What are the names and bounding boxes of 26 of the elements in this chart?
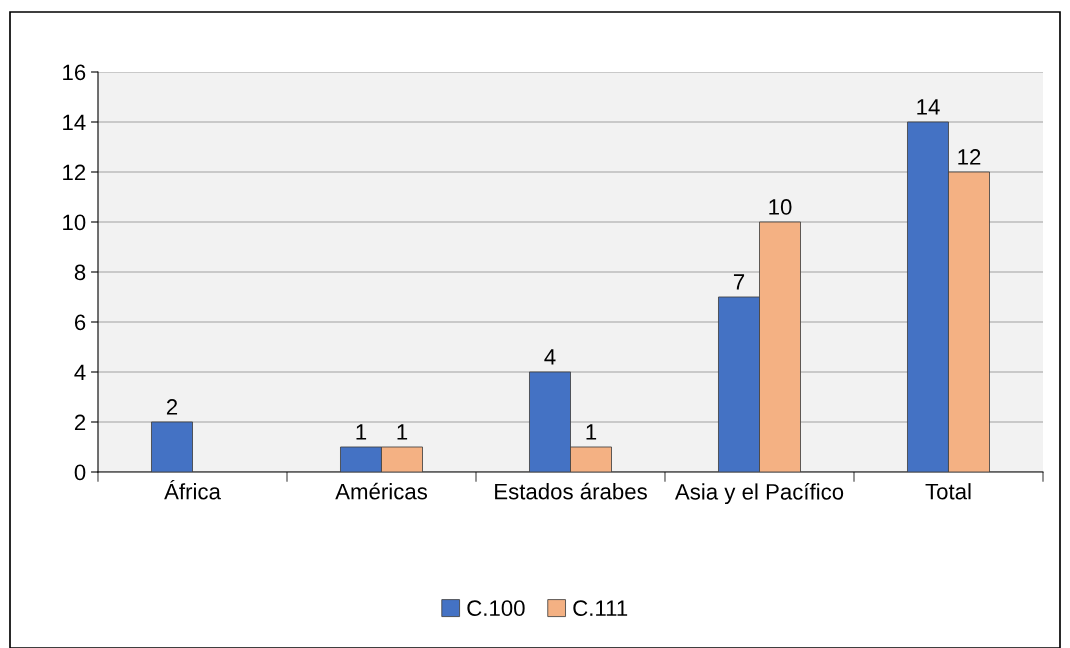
y-tick-label: 14 bbox=[63, 114, 86, 131]
y-tick-label: 16 bbox=[63, 64, 86, 81]
y-tick-label: 2 bbox=[74, 414, 86, 431]
x-tick-label: Asia y el Pacífico bbox=[674, 483, 844, 505]
legend-label: C.100 bbox=[467, 600, 525, 617]
y-tick-label: 6 bbox=[74, 314, 86, 331]
bar bbox=[151, 421, 193, 472]
y-tick-label: 10 bbox=[63, 214, 86, 231]
y-tick-label: 4 bbox=[74, 364, 86, 381]
data-label: 12 bbox=[958, 149, 981, 165]
y-tick-label: 8 bbox=[74, 264, 86, 281]
data-label: 1 bbox=[397, 424, 408, 440]
data-label: 1 bbox=[356, 424, 367, 440]
y-tick-label: 12 bbox=[63, 164, 86, 181]
data-label: 14 bbox=[917, 99, 940, 115]
data-label: 1 bbox=[586, 424, 597, 440]
data-label: 10 bbox=[769, 199, 792, 215]
x-tick-label: Estados árabes bbox=[495, 482, 647, 500]
data-label: 2 bbox=[166, 399, 178, 415]
legend-label: C.111 bbox=[573, 600, 628, 617]
x-tick-label: Total bbox=[925, 483, 971, 500]
x-tick-label: África bbox=[164, 479, 221, 500]
data-label: 7 bbox=[733, 274, 745, 290]
data-label: 4 bbox=[544, 349, 556, 365]
x-tick-label: Américas bbox=[335, 482, 427, 500]
y-tick-label: 0 bbox=[74, 464, 86, 481]
